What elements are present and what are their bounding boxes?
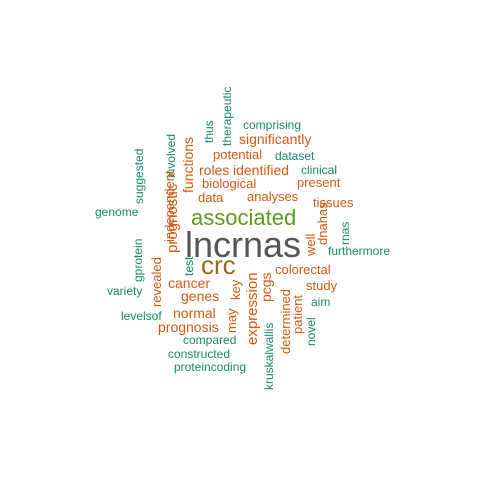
word-roles: roles [199,162,230,178]
word-crc: crc [201,250,236,280]
word-biological: biological [202,176,257,191]
word-variety: variety [107,284,143,298]
word-gprotein: gprotein [131,238,145,282]
word-genome: genome [95,205,139,219]
word-rnas: rnas [338,221,352,245]
word-therapeutic: therapeutic [220,86,234,146]
word-determined: determined [278,288,293,354]
word-suggested: suggested [132,148,146,204]
word-identified: identified [233,162,290,178]
word-functions: functions [180,136,196,193]
word-thus: thus [202,120,216,143]
word-revealed: revealed [149,257,164,307]
word-proteincoding: proteincoding [174,360,247,374]
word-potential: potential [213,147,263,162]
word-significantly: significantly [239,131,312,147]
word-independent: independent [162,170,177,242]
word-prognosis: prognosis [158,319,219,335]
word-dataset: dataset [275,149,315,163]
word-involved: involved [164,133,178,178]
word-test: test [182,256,196,276]
word-novel: novel [304,317,318,346]
word-analyses: analyses [247,189,299,204]
word-genes: genes [181,288,220,304]
word-pcgs: pcgs [258,272,274,302]
word-present: present [297,175,341,190]
word-aim: aim [311,295,331,309]
word-study: study [306,278,338,293]
word-lncrnas: lncrnas [185,224,302,265]
word-key: key [228,279,243,300]
word-compared: compared [183,333,237,347]
word-data: data [198,190,224,205]
word-constructed: constructed [168,347,231,361]
word-dnahas: dnahas [315,202,330,245]
word-kruskalwallis: kruskalwallis [262,322,276,390]
word-tissues: tissues [313,195,354,210]
word-furthermore: furthermore [328,244,391,258]
word-may: may [224,308,239,333]
word-levelsof: levelsof [121,309,162,323]
word-clinical: clinical [301,163,338,177]
word-associated: associated [191,205,297,230]
word-colorectal: colorectal [275,262,331,277]
word-normal: normal [173,305,216,321]
word-comprising: comprising [243,118,302,132]
word-cancer: cancer [168,275,211,291]
